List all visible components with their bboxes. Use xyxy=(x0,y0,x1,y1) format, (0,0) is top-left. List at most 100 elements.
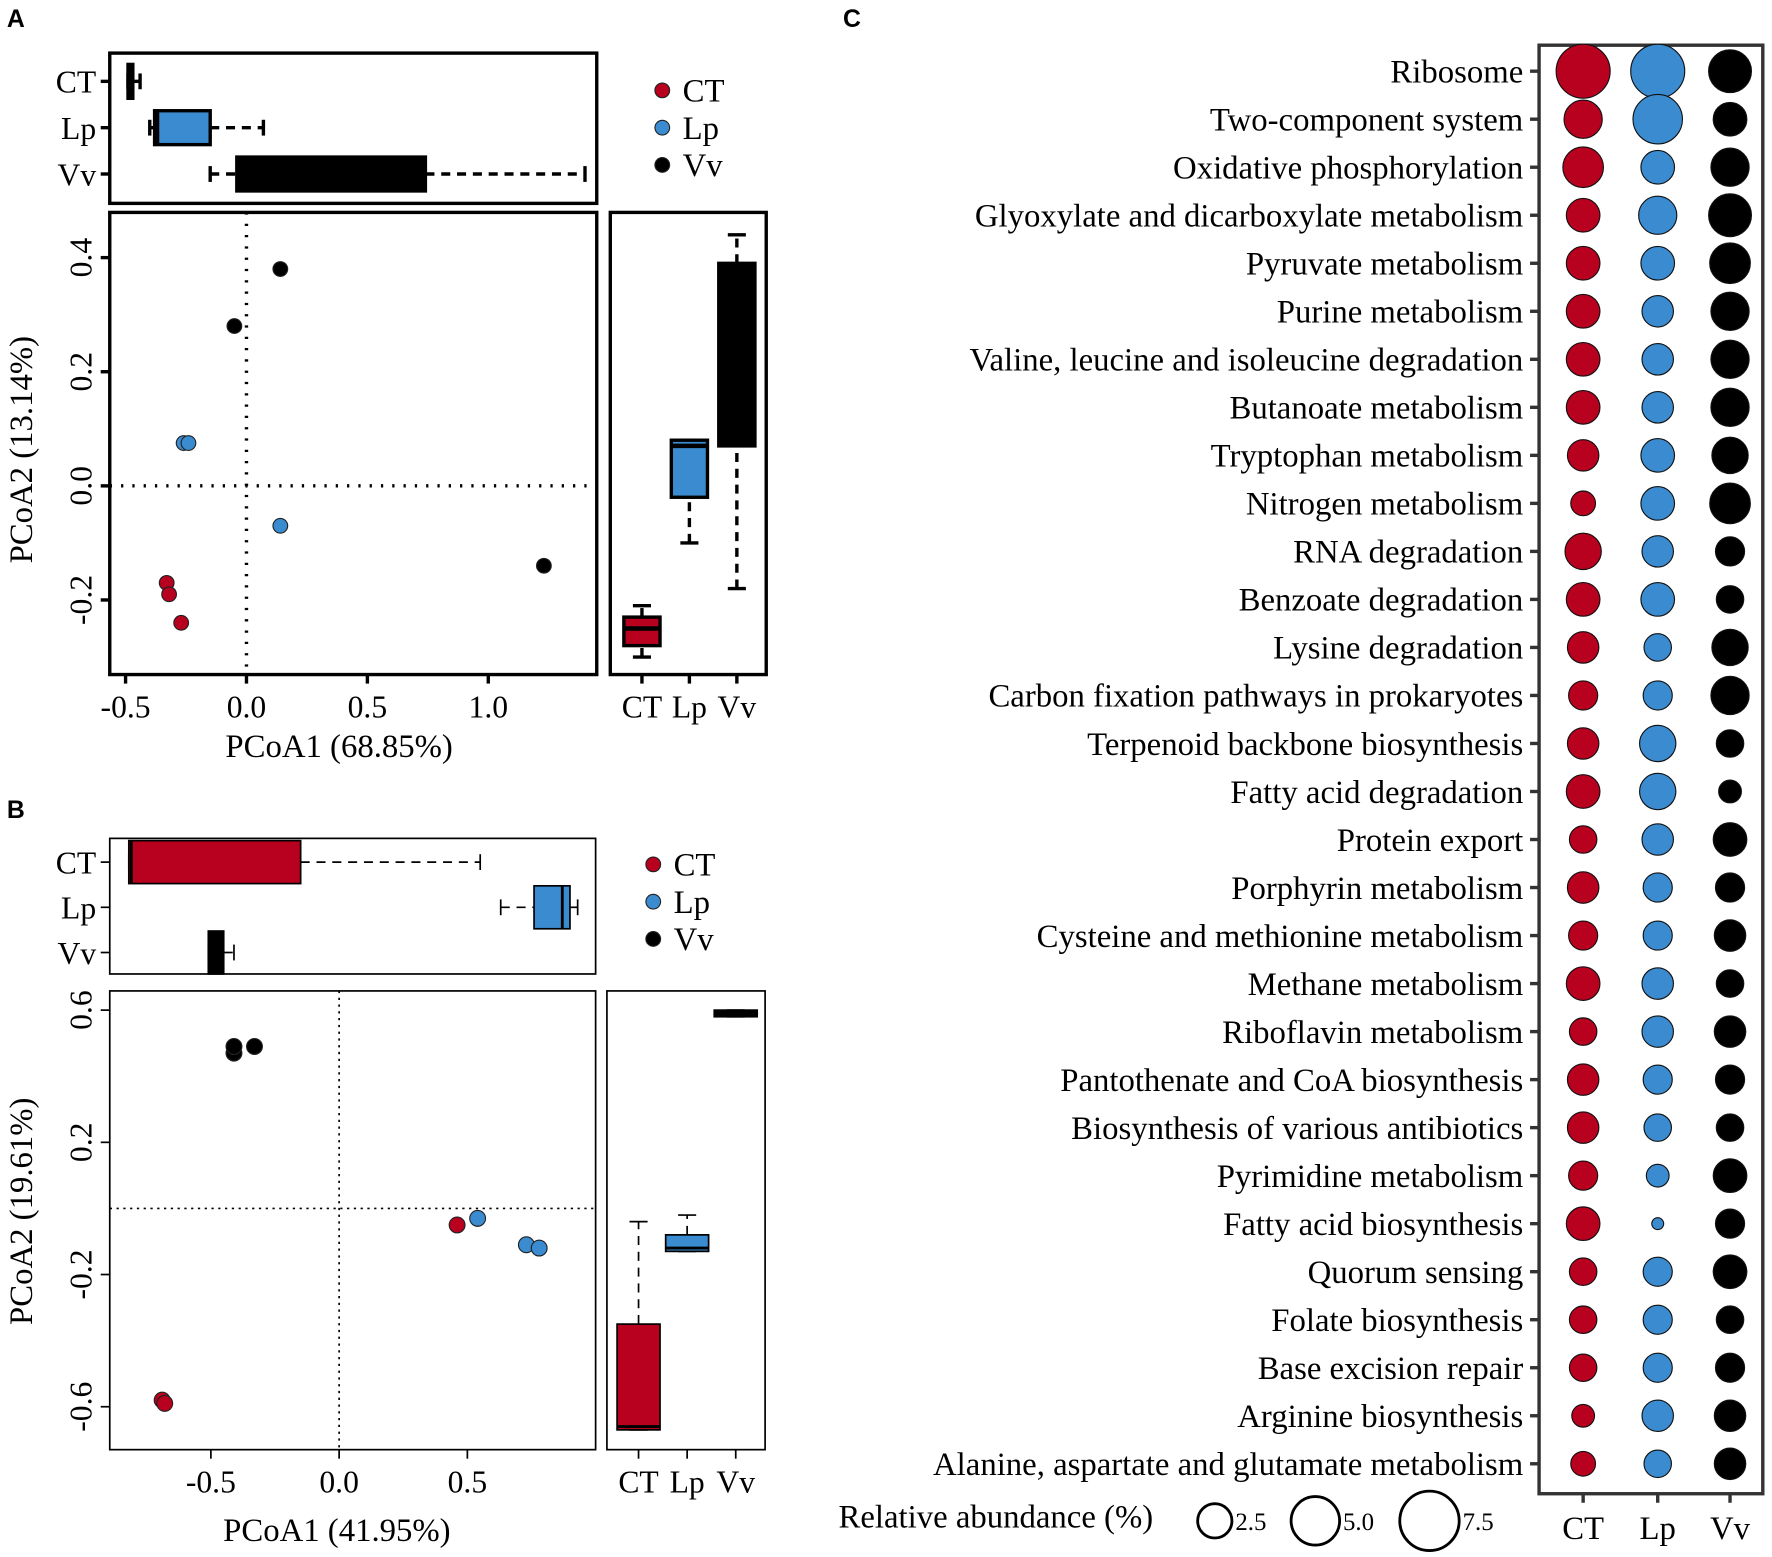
y-tick-label: -0.2 xyxy=(64,1249,99,1299)
point-ct xyxy=(161,586,178,603)
bubble-ct xyxy=(1571,1403,1596,1428)
point-lp xyxy=(469,1209,487,1227)
bubble-vv xyxy=(1715,585,1745,614)
bubble-vv xyxy=(1714,1352,1746,1383)
bubble-lp xyxy=(1640,245,1676,281)
bubble-ct xyxy=(1568,680,1599,711)
pathway-label: Alanine, aspartate and glutamate metabol… xyxy=(933,1447,1523,1483)
bubble-vv xyxy=(1710,291,1750,331)
column-label-ct: CT xyxy=(1562,1511,1604,1547)
pathway-label: Two-component system xyxy=(1210,103,1523,139)
pathway-label: Fatty acid biosynthesis xyxy=(1223,1207,1523,1243)
top-box-label: CT xyxy=(56,65,96,100)
bubble-ct xyxy=(1565,197,1601,233)
y-tick-label: 0.6 xyxy=(64,990,99,1030)
size-legend-title: Relative abundance (%) xyxy=(839,1500,1154,1536)
bubble-ct xyxy=(1568,1305,1598,1335)
pathway-label: Tryptophan metabolism xyxy=(1211,439,1524,475)
bubble-lp xyxy=(1641,391,1675,424)
legend-label-vv: Vv xyxy=(674,922,715,958)
point-ct xyxy=(156,1394,174,1412)
bubble-vv xyxy=(1714,872,1746,903)
y-tick-label: 0.2 xyxy=(64,1123,99,1163)
bubble-ct xyxy=(1565,966,1601,1001)
pathway-label: Methane metabolism xyxy=(1248,967,1524,1003)
y-tick-label: 0.2 xyxy=(64,352,99,392)
pathway-label: Benzoate degradation xyxy=(1239,583,1524,619)
bubble-vv xyxy=(1709,482,1751,525)
bubble-vv xyxy=(1715,1113,1745,1142)
box-ct xyxy=(622,615,662,648)
pathway-label: Folate biosynthesis xyxy=(1271,1303,1523,1339)
bubble-lp xyxy=(1645,1163,1670,1188)
bubble-ct xyxy=(1563,99,1603,139)
y-tick-label: -0.6 xyxy=(64,1382,99,1432)
bubble-vv xyxy=(1714,1064,1746,1095)
point-vv xyxy=(246,1038,263,1055)
y-tick-label: 0.4 xyxy=(64,238,99,278)
point-vv xyxy=(535,557,552,574)
legend-marker-ct xyxy=(654,82,671,99)
bubble-lp xyxy=(1640,437,1676,473)
right-box-label: CT xyxy=(622,689,662,724)
right-box-label: Vv xyxy=(718,689,757,724)
pathway-label: Pyrimidine metabolism xyxy=(1217,1159,1524,1195)
bubble-ct xyxy=(1565,341,1601,377)
right-box-label: Lp xyxy=(672,689,707,724)
bubble-ct xyxy=(1570,490,1597,517)
pathway-label: Base excision repair xyxy=(1258,1351,1524,1387)
pathway-label: Butanoate metabolism xyxy=(1229,391,1523,427)
pathway-label: Glyoxylate and dicarboxylate metabolism xyxy=(975,199,1523,235)
panel-c-bubble: Relative abundance (%) Ribosome Two-compo… xyxy=(839,43,1765,1552)
box-vv xyxy=(717,261,757,448)
bubble-vv xyxy=(1713,1015,1747,1048)
bubble-lp xyxy=(1639,724,1677,763)
bubble-vv xyxy=(1713,1447,1747,1481)
box-lp xyxy=(669,438,710,499)
bubble-vv xyxy=(1712,101,1748,137)
pathway-label: Purine metabolism xyxy=(1277,295,1524,331)
bubble-ct xyxy=(1566,631,1600,664)
right-box-label: Lp xyxy=(670,1465,705,1500)
bubble-ct xyxy=(1568,825,1598,854)
pathway-label: Cysteine and methionine metabolism xyxy=(1037,919,1524,955)
bubble-lp xyxy=(1641,967,1675,1000)
bubble-lp xyxy=(1632,93,1684,145)
bubble-ct xyxy=(1565,582,1601,617)
top-box-label: Vv xyxy=(58,157,97,192)
bubble-vv xyxy=(1710,147,1750,187)
pathway-label: Valine, leucine and isoleucine degradati… xyxy=(969,343,1523,379)
x-tick-label: 0.5 xyxy=(348,689,388,724)
size-legend-label: 5.0 xyxy=(1343,1509,1374,1536)
bubble-ct xyxy=(1565,1206,1601,1242)
size-legend-circle xyxy=(1289,1495,1342,1547)
x-tick-label: 1.0 xyxy=(469,689,509,724)
point-lp xyxy=(272,517,289,534)
right-box-label: CT xyxy=(618,1465,658,1500)
legend-label-lp: Lp xyxy=(683,111,719,147)
bubble-ct xyxy=(1566,727,1600,760)
legend-marker-vv xyxy=(645,931,662,947)
bubble-lp xyxy=(1642,680,1673,711)
point-vv xyxy=(226,318,243,334)
bubble-lp xyxy=(1641,1015,1675,1048)
bubble-lp xyxy=(1651,1217,1665,1231)
size-legend-circle xyxy=(1196,1502,1234,1540)
legend-label-lp: Lp xyxy=(674,885,710,921)
bubble-vv xyxy=(1715,729,1745,758)
bubble-lp xyxy=(1630,43,1686,99)
bubble-vv xyxy=(1711,628,1749,667)
column-label-lp: Lp xyxy=(1640,1511,1676,1547)
box-ct xyxy=(127,839,302,885)
bubble-vv xyxy=(1708,49,1753,94)
bubble-ct xyxy=(1568,1257,1598,1286)
y-tick-label: 0.0 xyxy=(64,466,99,506)
box-ct xyxy=(616,1323,661,1431)
pathway-label: Riboflavin metabolism xyxy=(1222,1015,1523,1051)
panel-a-xlabel: PCoA1 (68.85%) xyxy=(225,729,452,765)
panel-label-c: C xyxy=(843,6,861,33)
pathway-label: Quorum sensing xyxy=(1308,1255,1524,1291)
bubble-ct xyxy=(1568,1353,1598,1383)
bubble-ct xyxy=(1565,245,1601,281)
